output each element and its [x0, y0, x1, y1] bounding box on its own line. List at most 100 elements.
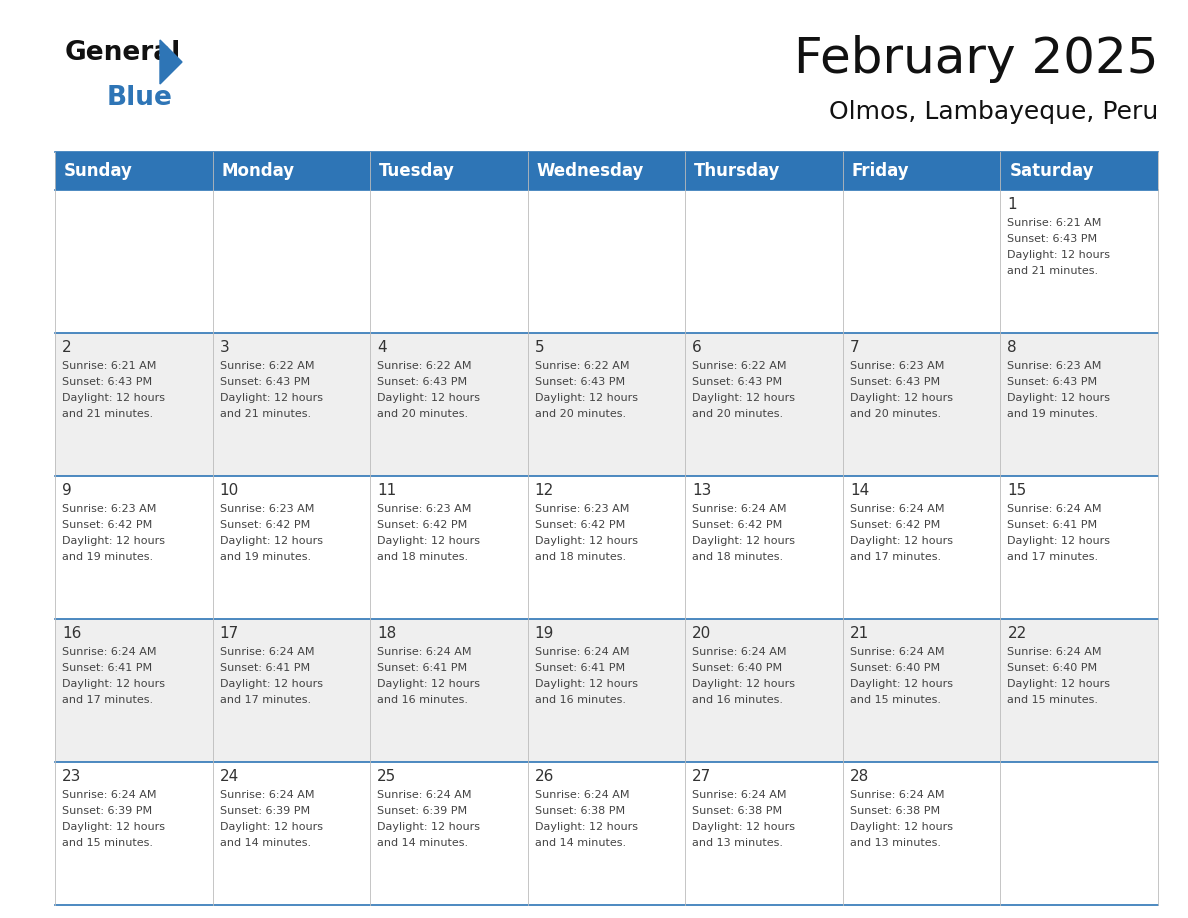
- Text: and 19 minutes.: and 19 minutes.: [1007, 409, 1099, 419]
- Text: 8: 8: [1007, 340, 1017, 355]
- Text: and 17 minutes.: and 17 minutes.: [849, 552, 941, 562]
- Text: Sunrise: 6:24 AM: Sunrise: 6:24 AM: [1007, 647, 1102, 657]
- Text: Sunset: 6:39 PM: Sunset: 6:39 PM: [220, 806, 310, 816]
- Text: 5: 5: [535, 340, 544, 355]
- Bar: [55, 190, 1158, 333]
- Text: Sunset: 6:38 PM: Sunset: 6:38 PM: [535, 806, 625, 816]
- Text: Daylight: 12 hours: Daylight: 12 hours: [377, 536, 480, 546]
- Bar: [842, 152, 1000, 190]
- Text: Daylight: 12 hours: Daylight: 12 hours: [220, 393, 323, 403]
- Text: Sunrise: 6:23 AM: Sunrise: 6:23 AM: [220, 504, 314, 514]
- Text: Sunset: 6:39 PM: Sunset: 6:39 PM: [62, 806, 152, 816]
- Text: and 17 minutes.: and 17 minutes.: [220, 695, 311, 705]
- Text: and 15 minutes.: and 15 minutes.: [62, 838, 153, 848]
- Text: and 14 minutes.: and 14 minutes.: [535, 838, 626, 848]
- Bar: [55, 619, 1158, 762]
- Text: February 2025: February 2025: [794, 35, 1158, 83]
- Bar: [685, 152, 842, 190]
- Text: Saturday: Saturday: [1010, 162, 1094, 180]
- Text: and 19 minutes.: and 19 minutes.: [220, 552, 311, 562]
- Text: 26: 26: [535, 769, 554, 784]
- Text: Sunset: 6:40 PM: Sunset: 6:40 PM: [849, 663, 940, 673]
- Text: Sunrise: 6:24 AM: Sunrise: 6:24 AM: [693, 647, 786, 657]
- Text: Sunset: 6:38 PM: Sunset: 6:38 PM: [849, 806, 940, 816]
- Text: and 16 minutes.: and 16 minutes.: [377, 695, 468, 705]
- Text: 17: 17: [220, 626, 239, 641]
- Text: Sunset: 6:43 PM: Sunset: 6:43 PM: [1007, 234, 1098, 244]
- Text: Sunrise: 6:24 AM: Sunrise: 6:24 AM: [693, 790, 786, 800]
- Text: and 20 minutes.: and 20 minutes.: [849, 409, 941, 419]
- Text: Sunrise: 6:24 AM: Sunrise: 6:24 AM: [377, 647, 472, 657]
- Text: Wednesday: Wednesday: [537, 162, 644, 180]
- Text: and 15 minutes.: and 15 minutes.: [849, 695, 941, 705]
- Text: Sunrise: 6:22 AM: Sunrise: 6:22 AM: [693, 361, 786, 371]
- Text: Olmos, Lambayeque, Peru: Olmos, Lambayeque, Peru: [829, 100, 1158, 124]
- Text: 20: 20: [693, 626, 712, 641]
- Text: and 17 minutes.: and 17 minutes.: [62, 695, 153, 705]
- Text: 16: 16: [62, 626, 81, 641]
- Text: Daylight: 12 hours: Daylight: 12 hours: [535, 393, 638, 403]
- Text: Daylight: 12 hours: Daylight: 12 hours: [1007, 536, 1111, 546]
- Text: 19: 19: [535, 626, 554, 641]
- Bar: [55, 333, 1158, 476]
- Text: Sunrise: 6:21 AM: Sunrise: 6:21 AM: [62, 361, 157, 371]
- Text: Sunset: 6:39 PM: Sunset: 6:39 PM: [377, 806, 467, 816]
- Text: Sunset: 6:42 PM: Sunset: 6:42 PM: [220, 520, 310, 530]
- Text: Sunset: 6:42 PM: Sunset: 6:42 PM: [62, 520, 152, 530]
- Text: 27: 27: [693, 769, 712, 784]
- Text: 15: 15: [1007, 483, 1026, 498]
- Text: 4: 4: [377, 340, 387, 355]
- Text: and 18 minutes.: and 18 minutes.: [377, 552, 468, 562]
- Text: Sunrise: 6:23 AM: Sunrise: 6:23 AM: [377, 504, 472, 514]
- Text: Sunrise: 6:23 AM: Sunrise: 6:23 AM: [62, 504, 157, 514]
- Text: Sunset: 6:43 PM: Sunset: 6:43 PM: [62, 377, 152, 387]
- Text: 1: 1: [1007, 197, 1017, 212]
- Text: Daylight: 12 hours: Daylight: 12 hours: [377, 679, 480, 689]
- Text: and 13 minutes.: and 13 minutes.: [693, 838, 783, 848]
- Bar: [371, 152, 527, 190]
- Text: 2: 2: [62, 340, 71, 355]
- Text: and 18 minutes.: and 18 minutes.: [535, 552, 626, 562]
- Text: 13: 13: [693, 483, 712, 498]
- Text: Sunrise: 6:24 AM: Sunrise: 6:24 AM: [1007, 504, 1102, 514]
- Text: 28: 28: [849, 769, 870, 784]
- Text: 18: 18: [377, 626, 397, 641]
- Bar: [1000, 152, 1158, 190]
- Text: Daylight: 12 hours: Daylight: 12 hours: [535, 536, 638, 546]
- Text: Daylight: 12 hours: Daylight: 12 hours: [535, 822, 638, 832]
- Text: Sunrise: 6:24 AM: Sunrise: 6:24 AM: [849, 647, 944, 657]
- Text: General: General: [65, 40, 182, 66]
- Text: Sunrise: 6:24 AM: Sunrise: 6:24 AM: [62, 647, 157, 657]
- Text: and 14 minutes.: and 14 minutes.: [220, 838, 311, 848]
- Text: and 21 minutes.: and 21 minutes.: [62, 409, 153, 419]
- Text: Sunset: 6:42 PM: Sunset: 6:42 PM: [849, 520, 940, 530]
- Text: 9: 9: [62, 483, 71, 498]
- Text: and 16 minutes.: and 16 minutes.: [693, 695, 783, 705]
- Text: Sunset: 6:40 PM: Sunset: 6:40 PM: [1007, 663, 1098, 673]
- Text: Sunset: 6:41 PM: Sunset: 6:41 PM: [62, 663, 152, 673]
- Text: Daylight: 12 hours: Daylight: 12 hours: [1007, 393, 1111, 403]
- Text: and 20 minutes.: and 20 minutes.: [377, 409, 468, 419]
- Text: Sunrise: 6:24 AM: Sunrise: 6:24 AM: [535, 790, 630, 800]
- Text: Sunrise: 6:21 AM: Sunrise: 6:21 AM: [1007, 218, 1101, 228]
- Text: 3: 3: [220, 340, 229, 355]
- Text: Daylight: 12 hours: Daylight: 12 hours: [535, 679, 638, 689]
- Text: Monday: Monday: [222, 162, 295, 180]
- Text: 11: 11: [377, 483, 397, 498]
- Text: Thursday: Thursday: [694, 162, 781, 180]
- Text: and 18 minutes.: and 18 minutes.: [693, 552, 783, 562]
- Text: and 15 minutes.: and 15 minutes.: [1007, 695, 1099, 705]
- Text: and 16 minutes.: and 16 minutes.: [535, 695, 626, 705]
- Text: Sunset: 6:41 PM: Sunset: 6:41 PM: [377, 663, 467, 673]
- Text: Sunrise: 6:24 AM: Sunrise: 6:24 AM: [535, 647, 630, 657]
- Bar: [527, 152, 685, 190]
- Text: Sunset: 6:43 PM: Sunset: 6:43 PM: [535, 377, 625, 387]
- Text: Sunrise: 6:24 AM: Sunrise: 6:24 AM: [220, 647, 314, 657]
- Text: Daylight: 12 hours: Daylight: 12 hours: [693, 393, 795, 403]
- Text: Tuesday: Tuesday: [379, 162, 455, 180]
- Text: and 19 minutes.: and 19 minutes.: [62, 552, 153, 562]
- Text: Sunset: 6:43 PM: Sunset: 6:43 PM: [693, 377, 783, 387]
- Text: 21: 21: [849, 626, 870, 641]
- Text: and 13 minutes.: and 13 minutes.: [849, 838, 941, 848]
- Text: 6: 6: [693, 340, 702, 355]
